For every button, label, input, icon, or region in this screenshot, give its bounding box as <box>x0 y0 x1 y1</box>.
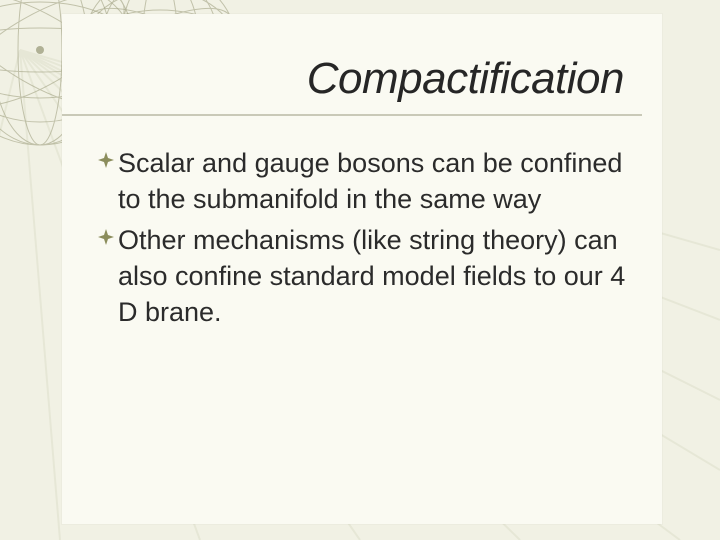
slide-title: Compactification <box>307 54 624 104</box>
bullet-item: Scalar and gauge bosons can be confined … <box>94 146 626 217</box>
title-underline <box>62 114 642 116</box>
slide-panel: Compactification Scalar and gauge bosons… <box>62 14 662 524</box>
bullet-text: Other mechanisms (like string theory) ca… <box>118 223 626 330</box>
four-point-star-icon <box>94 152 118 168</box>
bullet-text: Scalar and gauge bosons can be confined … <box>118 146 626 217</box>
bullet-item: Other mechanisms (like string theory) ca… <box>94 223 626 330</box>
bullet-list: Scalar and gauge bosons can be confined … <box>94 146 626 336</box>
four-point-star-icon <box>94 229 118 245</box>
